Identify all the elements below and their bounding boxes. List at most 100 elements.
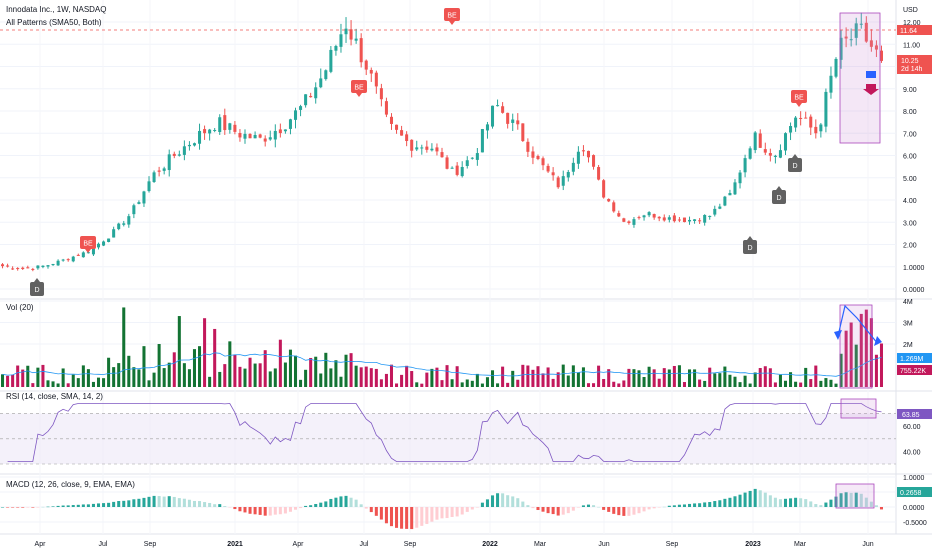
volume-bar[interactable] (561, 364, 565, 387)
candle-body[interactable] (546, 165, 550, 172)
macd-bar[interactable] (117, 501, 121, 507)
volume-bar[interactable] (551, 378, 555, 387)
volume-bar[interactable] (167, 362, 171, 387)
volume-bar[interactable] (410, 371, 414, 387)
candle-body[interactable] (794, 117, 798, 128)
candle-body[interactable] (642, 215, 646, 218)
macd-bar[interactable] (698, 503, 702, 507)
candle-body[interactable] (233, 124, 237, 132)
candle-body[interactable] (667, 217, 671, 220)
macd-bar[interactable] (713, 501, 717, 507)
macd-bar[interactable] (677, 504, 681, 507)
macd-bar[interactable] (213, 504, 217, 507)
candle-body[interactable] (329, 49, 333, 72)
volume-bar[interactable] (213, 328, 217, 387)
candle-body[interactable] (521, 123, 525, 142)
volume-bar[interactable] (243, 368, 247, 387)
volume-bar[interactable] (652, 369, 656, 387)
macd-bar[interactable] (410, 507, 414, 530)
macd-bar[interactable] (602, 507, 606, 510)
bearish-engulfing-marker[interactable] (444, 8, 460, 21)
candle-body[interactable] (293, 110, 298, 120)
volume-bar[interactable] (324, 352, 328, 387)
volume-bar[interactable] (395, 383, 399, 387)
candle-body[interactable] (384, 101, 388, 115)
candle-body[interactable] (783, 133, 788, 151)
candle-body[interactable] (490, 105, 495, 127)
candle-body[interactable] (228, 123, 232, 130)
doji-marker[interactable] (743, 240, 757, 254)
candle-body[interactable] (253, 134, 257, 139)
candle-body[interactable] (339, 34, 343, 47)
macd-bar[interactable] (400, 507, 404, 529)
volume-bar[interactable] (299, 379, 303, 387)
volume-bar[interactable] (278, 339, 282, 387)
volume-bar[interactable] (309, 357, 313, 387)
volume-bar[interactable] (379, 379, 383, 387)
macd-bar[interactable] (541, 507, 545, 512)
volume-bar[interactable] (475, 373, 479, 387)
macd-bar[interactable] (607, 507, 611, 512)
candle-body[interactable] (819, 124, 823, 132)
volume-bar[interactable] (682, 382, 686, 387)
candle-body[interactable] (81, 252, 85, 258)
macd-bar[interactable] (283, 507, 287, 514)
volume-bar[interactable] (819, 380, 823, 387)
macd-bar[interactable] (824, 502, 828, 507)
volume-bar[interactable] (430, 368, 434, 387)
volume-bar[interactable] (36, 367, 40, 387)
candle-body[interactable] (16, 268, 20, 270)
volume-bar[interactable] (470, 380, 474, 387)
macd-bar[interactable] (501, 493, 505, 507)
macd-bar[interactable] (642, 507, 646, 512)
volume-bar[interactable] (612, 381, 616, 387)
volume-bar[interactable] (420, 383, 424, 387)
macd-bar[interactable] (733, 496, 737, 507)
macd-bar[interactable] (536, 507, 540, 511)
candle-body[interactable] (122, 223, 126, 225)
macd-bar[interactable] (586, 504, 591, 507)
macd-bar[interactable] (789, 498, 793, 507)
macd-bar[interactable] (354, 499, 358, 507)
macd-bar[interactable] (799, 498, 803, 507)
candle-body[interactable] (1, 264, 5, 267)
volume-bar[interactable] (450, 379, 454, 387)
volume-bar[interactable] (26, 365, 30, 387)
candle-body[interactable] (586, 150, 591, 158)
volume-bar[interactable] (273, 368, 277, 387)
candle-body[interactable] (26, 267, 30, 269)
macd-bar[interactable] (102, 503, 106, 507)
volume-bar[interactable] (511, 370, 515, 387)
volume-bar[interactable] (728, 374, 732, 387)
volume-bar[interactable] (339, 376, 343, 387)
candle-body[interactable] (304, 94, 308, 106)
macd-bar[interactable] (773, 497, 777, 507)
macd-bar[interactable] (662, 506, 666, 508)
candle-body[interactable] (112, 229, 116, 238)
candle-body[interactable] (713, 208, 717, 215)
volume-bar[interactable] (112, 367, 116, 387)
candle-body[interactable] (445, 157, 449, 169)
candle-body[interactable] (324, 70, 328, 80)
macd-bar[interactable] (137, 498, 141, 507)
macd-bar[interactable] (425, 507, 429, 524)
candle-body[interactable] (192, 143, 196, 146)
candle-body[interactable] (96, 243, 101, 248)
candle-body[interactable] (763, 149, 767, 153)
candle-body[interactable] (430, 148, 434, 151)
candle-body[interactable] (172, 153, 176, 156)
macd-bar[interactable] (475, 507, 479, 508)
candle-body[interactable] (672, 215, 676, 222)
macd-bar[interactable] (379, 507, 383, 520)
volume-bar[interactable] (637, 370, 641, 387)
macd-bar[interactable] (329, 498, 333, 507)
macd-bar[interactable] (874, 505, 878, 507)
volume-bar[interactable] (369, 368, 373, 387)
candle-body[interactable] (319, 78, 323, 88)
candle-body[interactable] (21, 267, 25, 269)
candle-body[interactable] (662, 217, 666, 221)
macd-bar[interactable] (223, 506, 227, 507)
candle-body[interactable] (182, 146, 186, 155)
volume-bar[interactable] (571, 365, 575, 387)
candle-body[interactable] (470, 157, 474, 159)
